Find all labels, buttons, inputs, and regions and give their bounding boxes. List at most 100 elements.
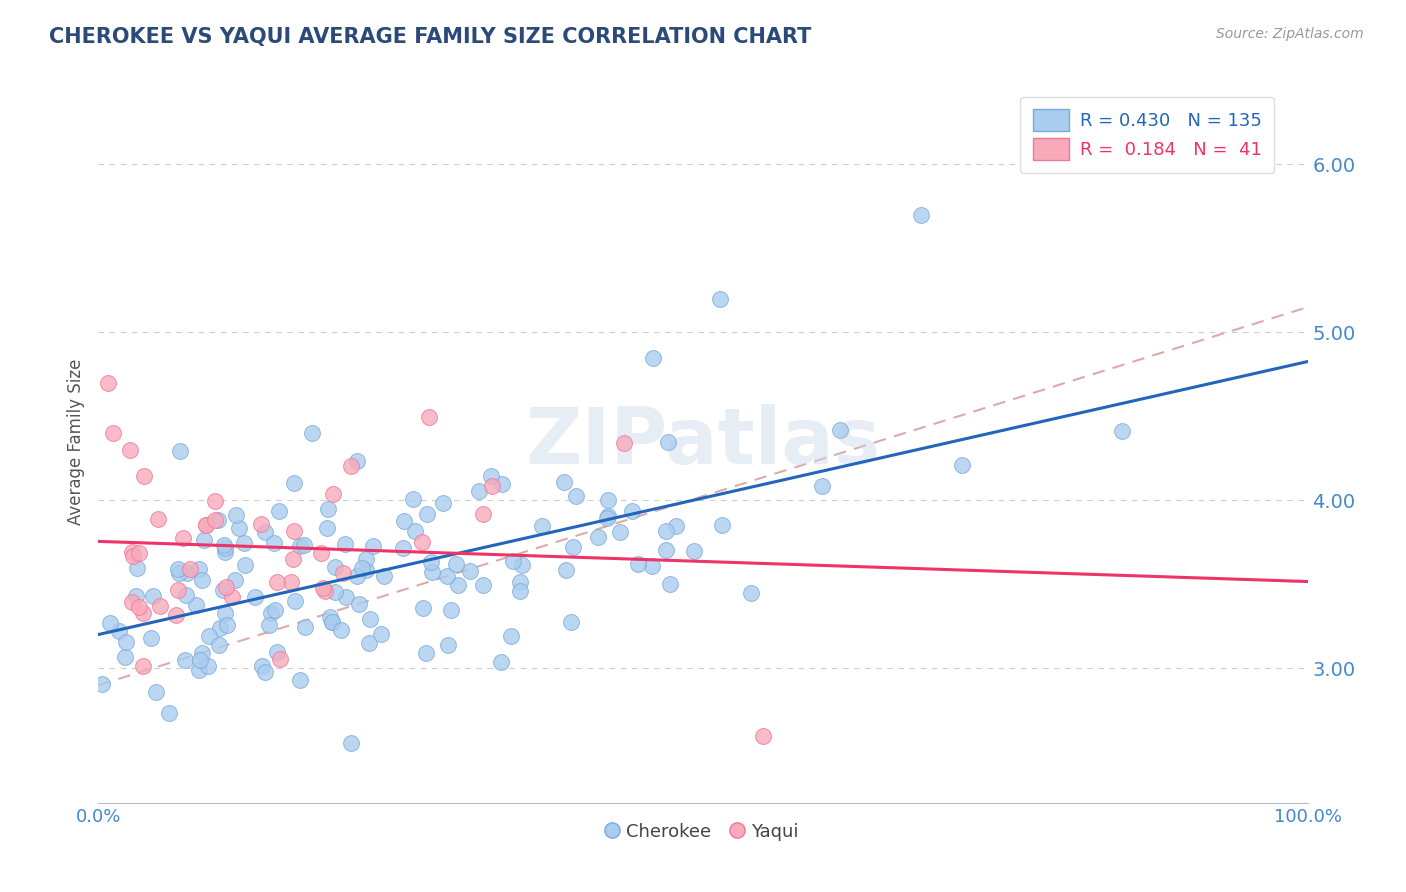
- Point: [194, 517, 217, 532]
- Point: [416, 507, 439, 521]
- Point: [208, 621, 231, 635]
- Point: [157, 706, 180, 721]
- Point: [214, 544, 236, 558]
- Point: [710, 518, 733, 533]
- Point: [301, 425, 323, 440]
- Point: [553, 475, 575, 489]
- Point: [554, 564, 576, 578]
- Point: [193, 533, 215, 548]
- Point: [212, 582, 235, 597]
- Point: [197, 659, 219, 673]
- Point: [197, 629, 219, 643]
- Point: [333, 537, 356, 551]
- Point: [404, 524, 426, 539]
- Point: [228, 521, 250, 535]
- Point: [254, 665, 277, 680]
- Point: [460, 564, 482, 578]
- Point: [284, 594, 307, 608]
- Point: [561, 540, 583, 554]
- Point: [321, 615, 343, 629]
- Point: [415, 646, 437, 660]
- Point: [172, 531, 194, 545]
- Point: [174, 652, 197, 666]
- Point: [191, 573, 214, 587]
- Point: [121, 595, 143, 609]
- Point: [269, 651, 291, 665]
- Text: CHEROKEE VS YAQUI AVERAGE FAMILY SIZE CORRELATION CHART: CHEROKEE VS YAQUI AVERAGE FAMILY SIZE CO…: [49, 27, 811, 46]
- Point: [339, 458, 361, 473]
- Point: [359, 612, 381, 626]
- Point: [357, 636, 380, 650]
- Point: [214, 606, 236, 620]
- Point: [314, 584, 336, 599]
- Point: [194, 517, 217, 532]
- Point: [264, 603, 287, 617]
- Point: [176, 566, 198, 581]
- Point: [221, 590, 243, 604]
- Point: [191, 647, 214, 661]
- Text: ZIPatlas: ZIPatlas: [526, 403, 880, 480]
- Point: [354, 552, 377, 566]
- Point: [128, 546, 150, 560]
- Point: [114, 649, 136, 664]
- Point: [664, 518, 686, 533]
- Point: [419, 555, 441, 569]
- Point: [131, 606, 153, 620]
- Point: [609, 525, 631, 540]
- Point: [432, 496, 454, 510]
- Point: [596, 492, 619, 507]
- Y-axis label: Average Family Size: Average Family Size: [66, 359, 84, 524]
- Point: [361, 540, 384, 554]
- Point: [215, 618, 238, 632]
- Point: [596, 510, 619, 524]
- Point: [184, 598, 207, 612]
- Point: [207, 513, 229, 527]
- Point: [491, 477, 513, 491]
- Point: [565, 489, 588, 503]
- Point: [332, 566, 354, 580]
- Point: [122, 549, 145, 563]
- Point: [169, 443, 191, 458]
- Point: [97, 813, 120, 827]
- Point: [509, 584, 531, 599]
- Point: [281, 551, 304, 566]
- Point: [315, 521, 337, 535]
- Point: [346, 453, 368, 467]
- Point: [447, 578, 470, 592]
- Point: [392, 514, 415, 528]
- Point: [596, 509, 619, 524]
- Point: [655, 542, 678, 557]
- Point: [139, 631, 162, 645]
- Point: [188, 663, 211, 677]
- Point: [349, 597, 371, 611]
- Point: [127, 561, 149, 575]
- Point: [233, 558, 256, 573]
- Point: [491, 655, 513, 669]
- Point: [411, 535, 433, 549]
- Point: [350, 561, 373, 575]
- Point: [312, 581, 335, 595]
- Point: [657, 434, 679, 449]
- Point: [174, 588, 197, 602]
- Point: [752, 729, 775, 743]
- Point: [339, 736, 361, 750]
- Point: [121, 545, 143, 559]
- Point: [204, 512, 226, 526]
- Point: [436, 638, 458, 652]
- Point: [641, 558, 664, 573]
- Point: [243, 591, 266, 605]
- Point: [323, 560, 346, 574]
- Point: [468, 483, 491, 498]
- Point: [100, 616, 122, 631]
- Point: [346, 569, 368, 583]
- Point: [509, 574, 531, 589]
- Point: [354, 563, 377, 577]
- Point: [335, 590, 357, 604]
- Point: [709, 292, 731, 306]
- Point: [318, 610, 340, 624]
- Point: [323, 585, 346, 599]
- Point: [188, 652, 211, 666]
- Point: [659, 577, 682, 591]
- Point: [370, 626, 392, 640]
- Point: [321, 615, 343, 629]
